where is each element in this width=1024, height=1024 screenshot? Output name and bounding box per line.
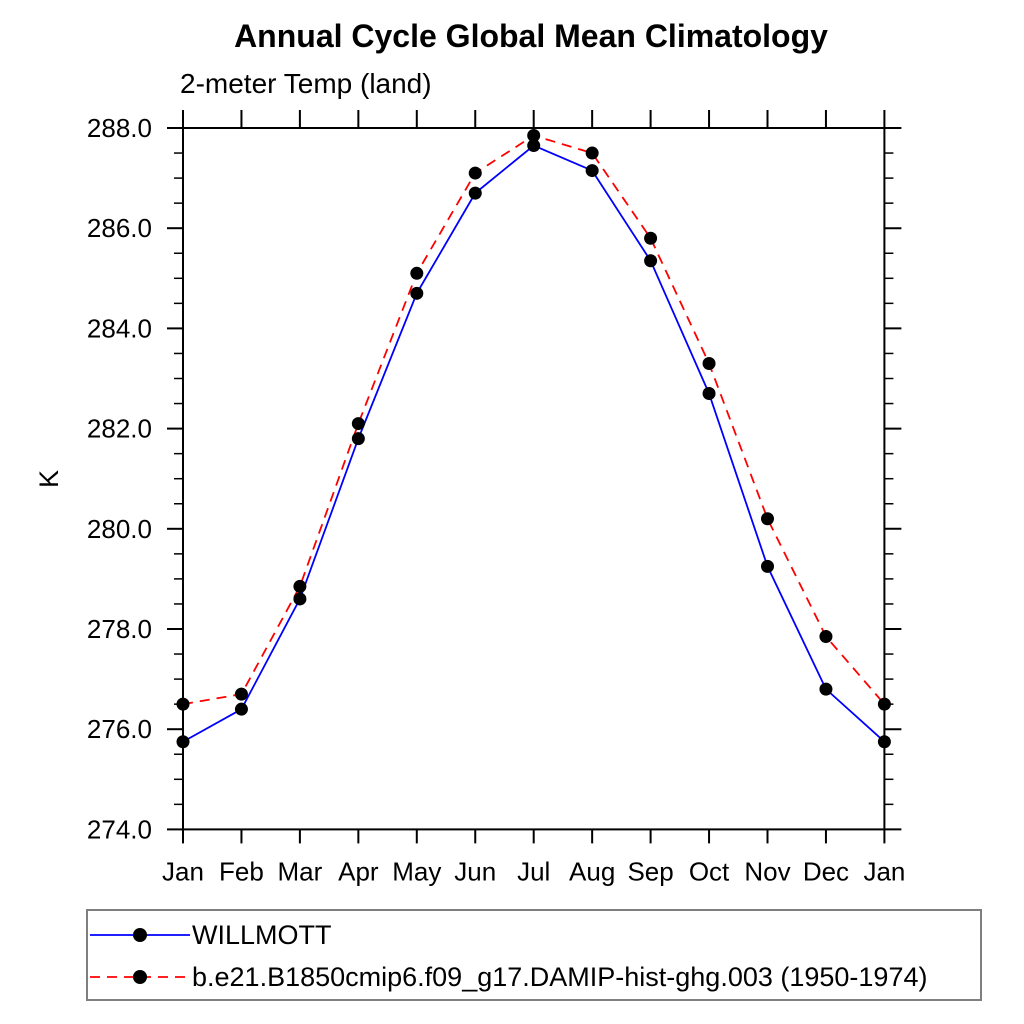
x-tick-label: Oct: [689, 856, 730, 886]
chart-subtitle: 2-meter Temp (land): [180, 68, 432, 99]
series-line-0: [182, 144, 886, 743]
series-1-marker: [293, 579, 307, 593]
series-0-marker: [527, 139, 541, 153]
series-1-marker: [176, 697, 190, 711]
series-line-1: [182, 134, 886, 706]
x-tick-label: Jun: [454, 856, 496, 886]
y-tick-label: 284.0: [87, 313, 152, 343]
legend-marker-dot: [133, 928, 147, 942]
series-0-marker: [293, 592, 307, 606]
x-tick-label: Aug: [569, 856, 615, 886]
series-1-marker: [761, 512, 774, 526]
series-0-marker: [761, 559, 774, 573]
series-1-marker: [234, 687, 248, 701]
series-0-marker: [410, 286, 424, 300]
x-tick-label: Dec: [803, 856, 849, 886]
x-tick-label: Jul: [517, 856, 550, 886]
series-1-marker: [819, 630, 833, 644]
series-0-marker: [234, 702, 248, 716]
series-1-marker: [410, 266, 424, 280]
legend-label: b.e21.B1850cmip6.f09_g17.DAMIP-hist-ghg.…: [192, 961, 928, 992]
x-tick-label: Jan: [162, 856, 204, 886]
x-tick-label: Jan: [863, 856, 905, 886]
series-1-marker: [585, 146, 599, 160]
y-tick-label: 278.0: [87, 614, 152, 644]
x-tick-label: Mar: [278, 856, 323, 886]
series-0-marker: [702, 387, 716, 401]
series-1-marker: [877, 697, 891, 711]
series-0-marker: [468, 186, 482, 200]
series-1-marker: [468, 166, 482, 180]
plot-frame: [182, 127, 886, 831]
legend-label: WILLMOTT: [192, 919, 332, 950]
legend-marker-dot: [133, 970, 147, 984]
y-tick-label: 288.0: [87, 113, 152, 143]
y-tick-label: 280.0: [87, 514, 152, 544]
series-0-marker: [644, 254, 658, 268]
series-1-marker: [644, 231, 658, 245]
y-tick-label: 282.0: [87, 414, 152, 444]
legend: WILLMOTT b.e21.B1850cmip6.f09_g17.DAMIP-h…: [86, 909, 982, 1001]
y-tick-label: 286.0: [87, 213, 152, 243]
series-0-marker: [819, 682, 833, 696]
x-tick-label: Feb: [219, 856, 264, 886]
series-0-marker: [877, 735, 891, 749]
series-0-marker: [176, 735, 190, 749]
chart-title: Annual Cycle Global Mean Climatology: [234, 18, 828, 54]
x-tick-label: Nov: [744, 856, 790, 886]
legend-sample-solid-line: [90, 928, 190, 942]
series-1-marker: [702, 356, 716, 370]
y-tick-label: 274.0: [87, 814, 152, 844]
x-tick-label: Apr: [338, 856, 379, 886]
legend-row-1: b.e21.B1850cmip6.f09_g17.DAMIP-hist-ghg.…: [88, 955, 980, 999]
legend-row-0: WILLMOTT: [88, 913, 980, 957]
series-0-marker: [351, 432, 365, 446]
y-tick-label: 276.0: [87, 714, 152, 744]
series-1-marker: [351, 417, 365, 431]
series-0-marker: [585, 164, 599, 178]
x-tick-label: May: [392, 856, 441, 886]
x-tick-label: Sep: [627, 856, 673, 886]
series-1-marker: [527, 129, 541, 143]
legend-sample-dashed-line: [90, 970, 190, 984]
